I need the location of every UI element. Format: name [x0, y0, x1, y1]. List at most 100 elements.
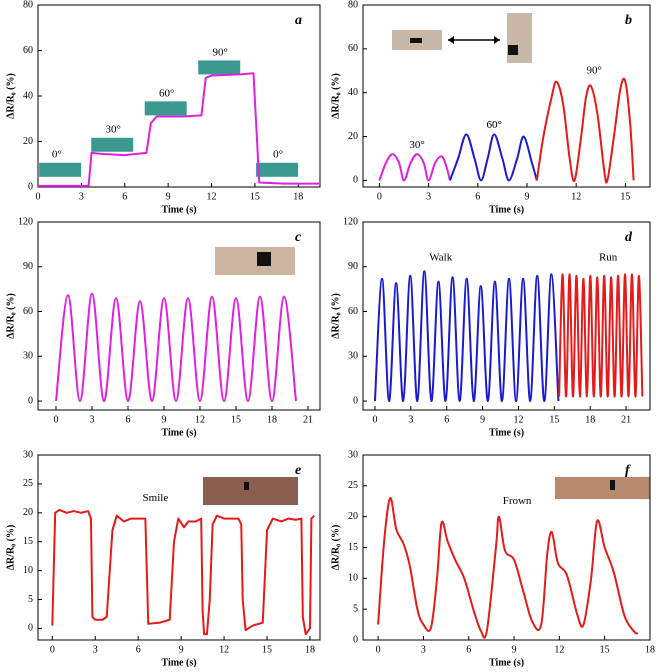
- x-tick-label: 18: [267, 414, 277, 425]
- data-line: [51, 508, 315, 636]
- photo-hand: [39, 162, 82, 177]
- x-axis-title: Time (s): [489, 427, 524, 438]
- y-tick-label: 20: [348, 131, 358, 142]
- x-tick-label: 6: [444, 414, 449, 425]
- x-tick-label: 9: [162, 414, 167, 425]
- y-axis-title: ΔR/R₀ (%): [330, 525, 341, 571]
- annotation: 60°: [486, 119, 501, 131]
- y-tick-label: 90: [23, 261, 33, 272]
- x-tick-label: 18: [585, 414, 595, 425]
- panel-label: c: [295, 230, 302, 245]
- sensor: [257, 252, 271, 266]
- x-axis-title: Time (s): [161, 427, 196, 438]
- y-tick-label: 15: [348, 542, 358, 553]
- annotation: 30°: [409, 139, 424, 151]
- x-tick-label: 0: [54, 414, 59, 425]
- x-tick-label: 6: [136, 644, 141, 655]
- x-tick-label: 18: [305, 644, 315, 655]
- photo-hand: [91, 137, 134, 152]
- y-axis-title: ΔR/R₀ (%): [5, 525, 16, 571]
- photo-wrist: [215, 247, 295, 275]
- data-line: [38, 72, 320, 187]
- x-tick-label: 12: [207, 191, 217, 202]
- annotation: Frown: [503, 495, 532, 507]
- data-line: [558, 273, 644, 398]
- photo-hand: [144, 101, 187, 116]
- x-tick-label: 15: [620, 191, 630, 202]
- x-tick-label: 6: [466, 644, 471, 655]
- y-tick-label: 60: [23, 45, 33, 56]
- panel: 0 3 6 9 12 15 18 0 5 10 15 20 25 30 Time (s) ΔR/R₀ (%) f…: [330, 449, 655, 668]
- x-tick-label: 6: [126, 414, 131, 425]
- y-axis-title: ΔR/R₀ (%): [5, 73, 16, 119]
- y-tick-label: 0: [28, 181, 33, 192]
- y-tick-label: 120: [18, 216, 33, 227]
- x-tick-label: 0: [376, 644, 381, 655]
- y-tick-label: 10: [23, 565, 33, 576]
- x-tick-label: 3: [426, 191, 431, 202]
- x-tick-label: 12: [219, 644, 229, 655]
- data-line: [55, 292, 297, 403]
- y-tick-label: 80: [348, 0, 358, 10]
- y-tick-label: 30: [23, 449, 33, 460]
- y-tick-label: 40: [348, 87, 358, 98]
- y-axis-title: ΔR/R₀ (%): [5, 293, 16, 339]
- y-tick-label: 0: [28, 623, 33, 634]
- x-tick-label: 0: [50, 644, 55, 655]
- x-tick-label: 9: [525, 191, 530, 202]
- panel: 0 3 6 9 12 15 18 21 0 30 60 90 120 Time (s) ΔR/R₀ (%) d…: [330, 216, 651, 438]
- x-tick-label: 9: [512, 644, 517, 655]
- x-tick-label: 18: [645, 644, 655, 655]
- x-tick-label: 9: [480, 414, 485, 425]
- y-axis-title: ΔR/R₀ (%): [330, 293, 341, 339]
- x-axis-title: Time (s): [489, 204, 524, 215]
- y-tick-label: 30: [348, 449, 358, 460]
- x-tick-label: 15: [600, 644, 610, 655]
- y-tick-label: 60: [348, 306, 358, 317]
- y-tick-label: 20: [23, 507, 33, 518]
- annotation: 60°: [159, 87, 174, 99]
- annotation: 0°: [273, 149, 283, 161]
- sensor: [244, 482, 249, 490]
- x-tick-label: 0: [377, 191, 382, 202]
- x-axis-title: Time (s): [161, 204, 196, 215]
- y-tick-label: 0: [353, 175, 358, 186]
- photo-hand: [198, 60, 241, 75]
- x-tick-label: 0: [372, 414, 377, 425]
- photo-arm-bent: [507, 13, 532, 63]
- y-tick-label: 60: [348, 43, 358, 54]
- x-tick-label: 3: [408, 414, 413, 425]
- annotation: Run: [599, 251, 618, 263]
- x-tick-label: 18: [293, 191, 303, 202]
- x-tick-label: 15: [231, 414, 241, 425]
- x-tick-label: 12: [571, 191, 581, 202]
- panel-label: f: [625, 463, 631, 478]
- data-line: [377, 497, 639, 639]
- y-tick-label: 80: [23, 0, 33, 10]
- annotation: 30°: [105, 124, 120, 136]
- photo-hand: [256, 162, 299, 177]
- y-tick-label: 5: [28, 594, 33, 605]
- data-line: [535, 77, 635, 184]
- panel-label: b: [625, 13, 632, 28]
- x-tick-label: 15: [250, 191, 260, 202]
- y-tick-label: 120: [343, 216, 358, 227]
- panel-label: a: [295, 13, 302, 28]
- y-tick-label: 0: [353, 395, 358, 406]
- data-line: [378, 153, 451, 182]
- x-tick-label: 3: [93, 644, 98, 655]
- sensor: [508, 45, 518, 55]
- x-tick-label: 12: [513, 414, 523, 425]
- y-axis-title: ΔR/R₀ (%): [330, 73, 341, 119]
- y-tick-label: 40: [23, 90, 33, 101]
- y-tick-label: 25: [23, 478, 33, 489]
- plot-frame: [362, 4, 651, 188]
- x-tick-label: 9: [179, 644, 184, 655]
- y-tick-label: 15: [23, 536, 33, 547]
- y-tick-label: 20: [348, 511, 358, 522]
- x-tick-label: 12: [195, 414, 205, 425]
- x-tick-label: 3: [79, 191, 84, 202]
- y-tick-label: 0: [28, 395, 33, 406]
- sensor: [610, 480, 615, 490]
